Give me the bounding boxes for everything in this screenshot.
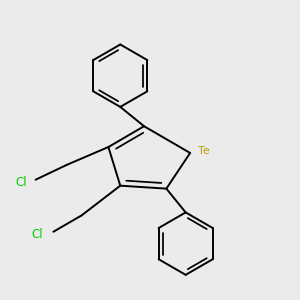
Text: Te: Te — [198, 146, 209, 157]
Text: Cl: Cl — [32, 228, 43, 241]
Text: Cl: Cl — [15, 176, 27, 189]
